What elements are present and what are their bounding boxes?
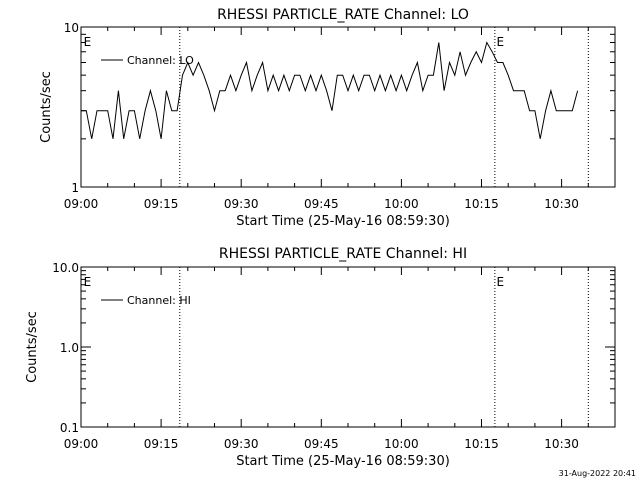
legend-label: Channel: HI: [127, 294, 191, 307]
chart-title: RHESSI PARTICLE_RATE Channel: LO: [217, 7, 469, 23]
chart-title: RHESSI PARTICLE_RATE Channel: HI: [219, 246, 467, 262]
y-tick-label: 10.0: [52, 261, 79, 275]
x-tick-label: 09:45: [304, 197, 339, 211]
y-axis-label: Counts/sec: [39, 71, 54, 143]
x-axis-label: Start Time (25-May-16 08:59:30): [236, 454, 450, 469]
x-axis-label: Start Time (25-May-16 08:59:30): [236, 214, 450, 229]
x-tick-label: 09:45: [304, 437, 339, 451]
legend-label: Channel: LO: [127, 54, 194, 67]
event-marker: E: [84, 275, 92, 289]
plot-frame: [80, 26, 616, 188]
x-tick-label: 10:15: [464, 197, 499, 211]
x-tick-label: 09:30: [224, 437, 259, 451]
y-axis-label: Counts/sec: [25, 311, 40, 383]
x-tick-label: 09:00: [64, 437, 99, 451]
x-tick-label: 09:30: [224, 197, 259, 211]
y-tick-label: 10: [64, 21, 79, 35]
y-tick-label: 1.0: [60, 341, 79, 355]
footer-timestamp: 31-Aug-2022 20:41: [558, 469, 636, 478]
event-marker: E: [496, 35, 504, 49]
plot-frame: [80, 266, 616, 428]
x-tick-label: 09:00: [64, 197, 99, 211]
x-tick-label: 10:00: [384, 197, 419, 211]
x-tick-label: 10:30: [544, 197, 579, 211]
y-tick-label: 1: [71, 181, 79, 195]
x-tick-label: 09:15: [144, 437, 179, 451]
event-marker: E: [84, 35, 92, 49]
x-tick-label: 10:30: [544, 437, 579, 451]
event-marker: E: [496, 275, 504, 289]
x-tick-label: 10:15: [464, 437, 499, 451]
y-tick-label: 0.1: [60, 421, 79, 435]
x-tick-label: 09:15: [144, 197, 179, 211]
series-line: [81, 41, 579, 139]
x-tick-label: 10:00: [384, 437, 419, 451]
